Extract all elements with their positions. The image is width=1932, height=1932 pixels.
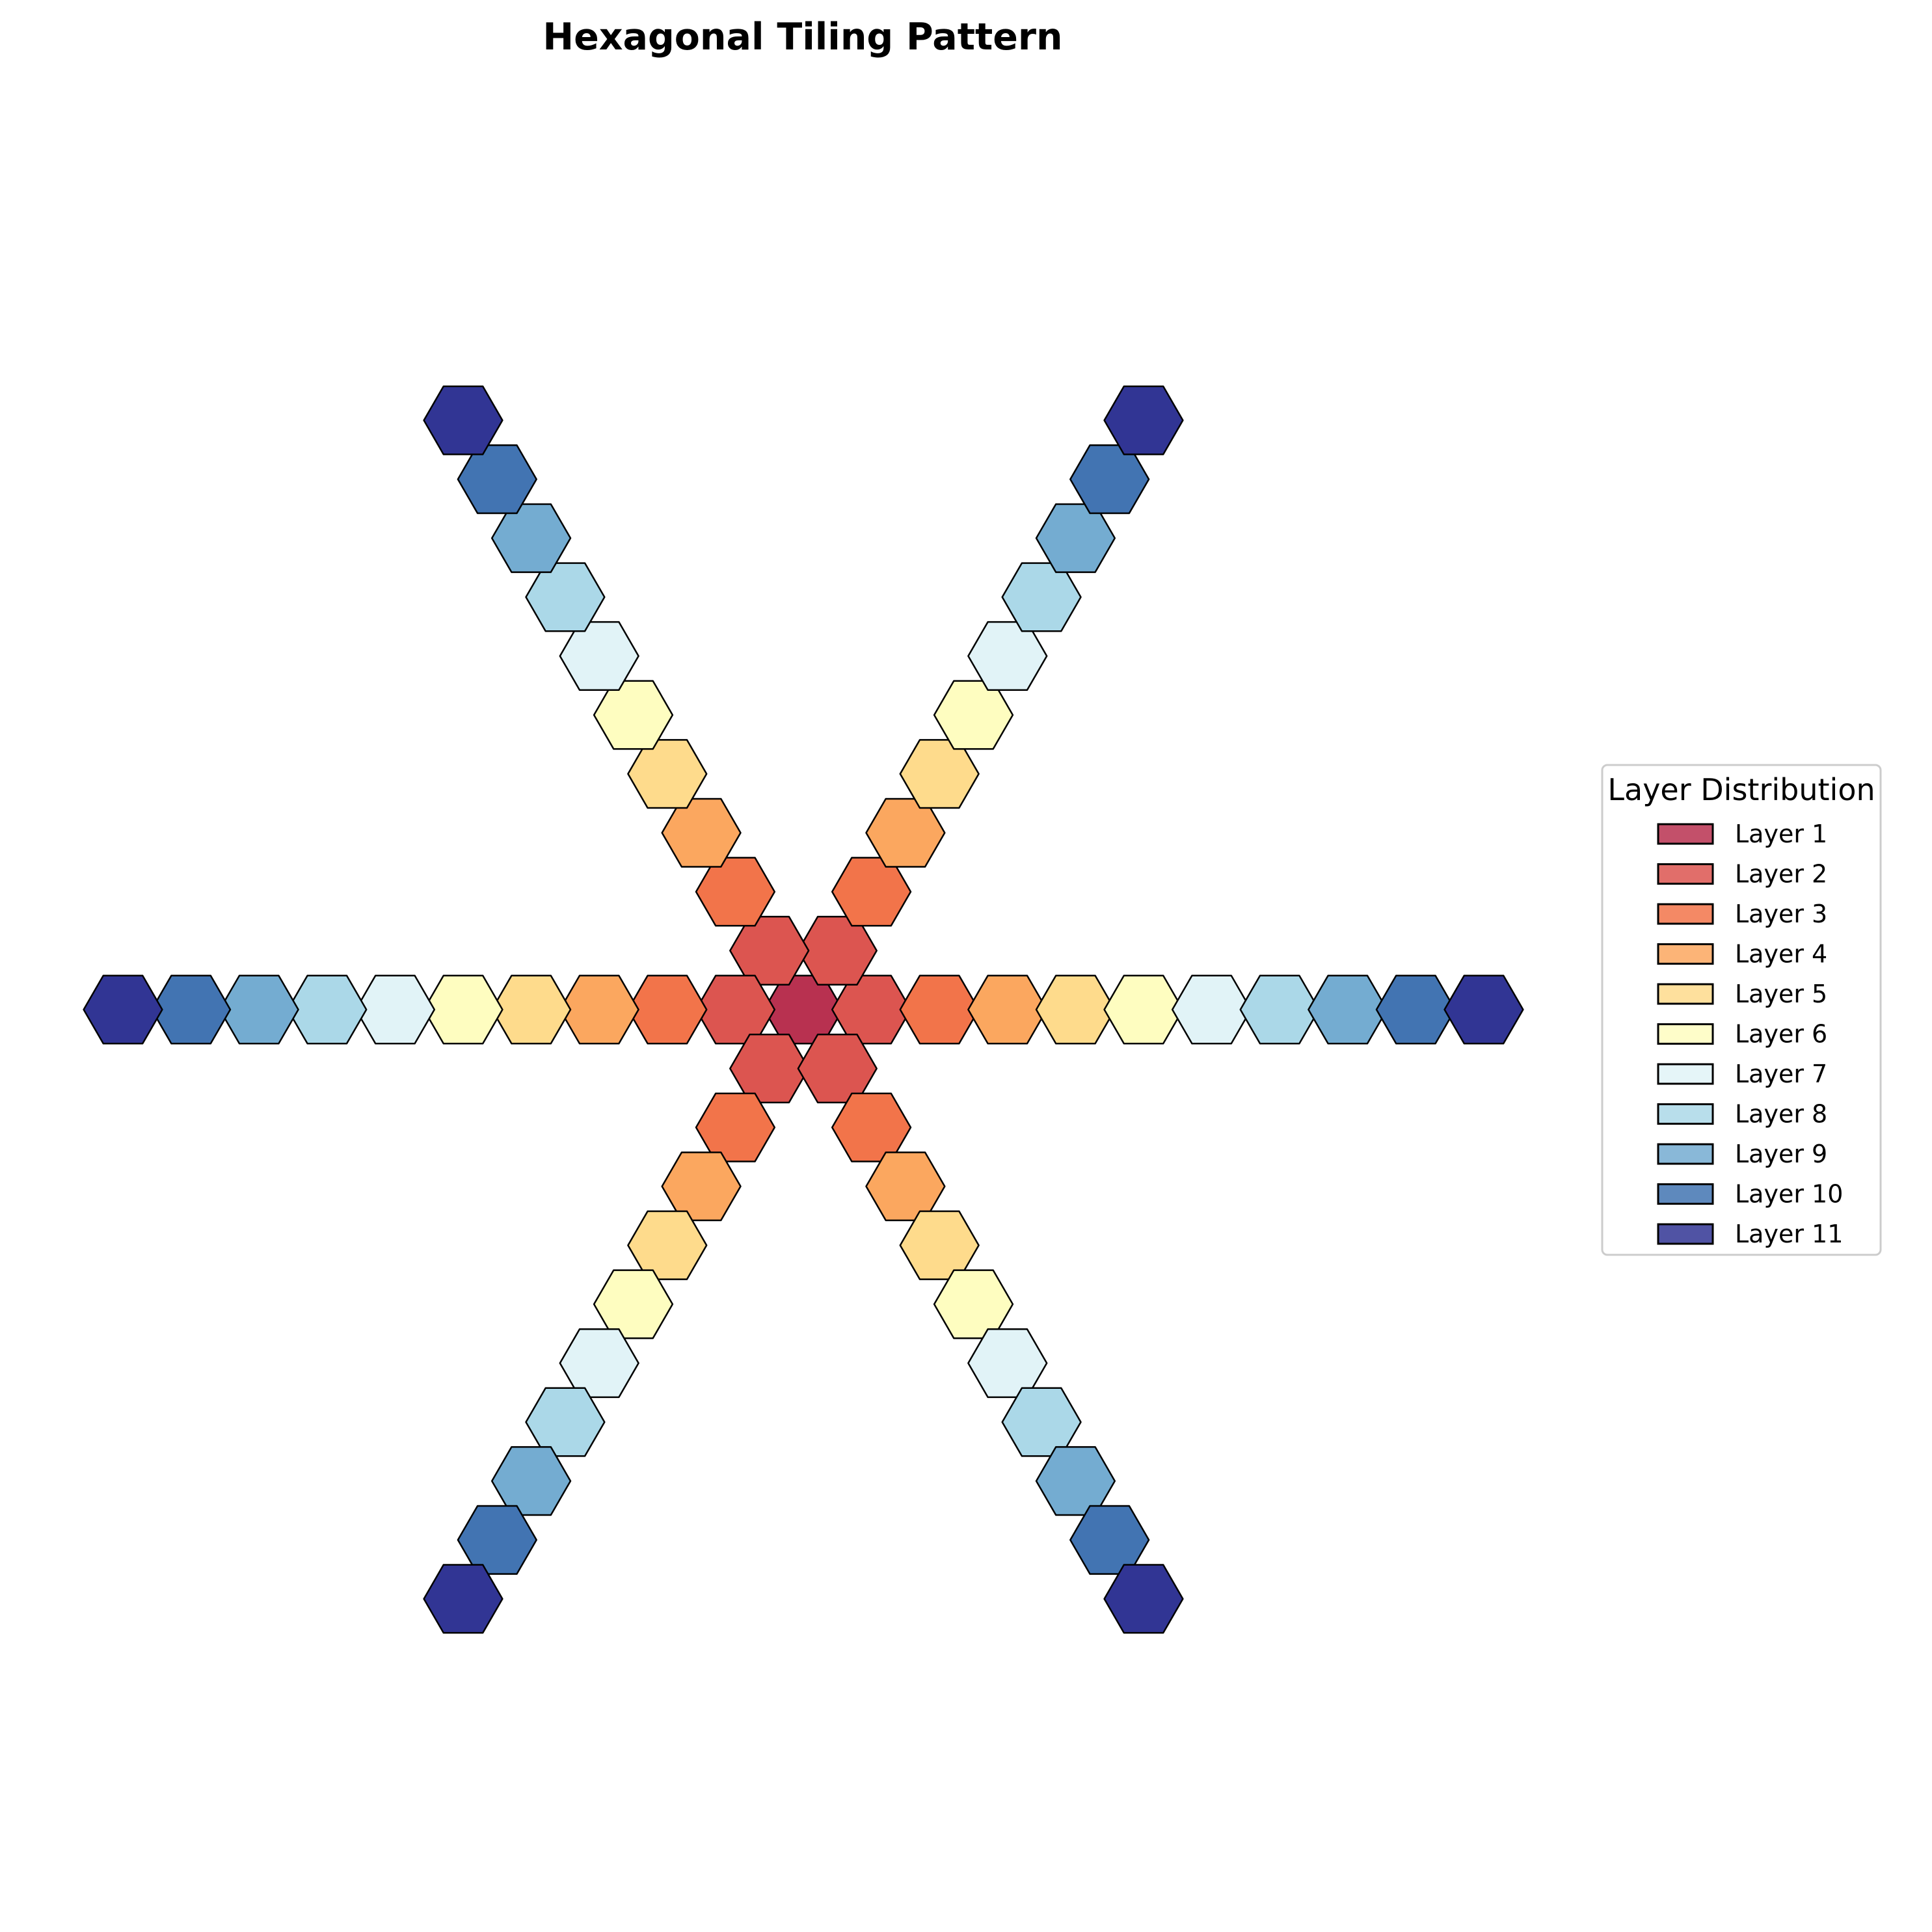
legend-frame	[1601, 764, 1882, 1256]
hexagon-left-layer-11	[83, 974, 163, 1045]
hexagon-lower-left-layer-5	[627, 1210, 708, 1280]
legend-entries: Layer 1 Layer 2 Layer 3 Layer 4 Layer 5 Layer…	[1657, 820, 1843, 1248]
legend-swatch	[1657, 1223, 1714, 1245]
legend-label: Layer 7	[1735, 1060, 1827, 1088]
hexagon-right-layer-3	[899, 974, 980, 1045]
hexagon-upper-left-layer-10	[457, 444, 537, 515]
hexagon-right-layer-5	[1035, 974, 1116, 1045]
hexagon-upper-right-layer-11	[1103, 385, 1184, 455]
legend-swatch	[1657, 863, 1714, 885]
legend-swatch	[1657, 1103, 1714, 1125]
legend-label: Layer 11	[1735, 1220, 1843, 1248]
hexagon-right-layer-6	[1103, 974, 1184, 1045]
hexagon-lower-left-layer-7	[559, 1328, 639, 1399]
hexagon-lower-left-layer-3	[695, 1092, 776, 1162]
hexagon-right-layer-8	[1239, 974, 1320, 1045]
hexagon-upper-left-layer-8	[525, 562, 606, 632]
hexagon-right-layer-10	[1375, 974, 1456, 1045]
hexagon-upper-left-layer-11	[423, 385, 503, 455]
hexagon-pattern	[83, 385, 1524, 1634]
hexagon-upper-left-layer-3	[695, 857, 776, 927]
hexagon-lower-right-layer-11	[1103, 1564, 1184, 1634]
legend-label: Layer 9	[1735, 1140, 1827, 1168]
hexagon-lower-left-layer-2	[729, 1034, 810, 1104]
legend-swatch	[1657, 983, 1714, 1005]
hexagon-lower-left-layer-11	[423, 1564, 503, 1634]
hexagon-lower-left-layer-4	[661, 1151, 742, 1222]
hexagon-lower-left-layer-10	[457, 1505, 537, 1575]
legend-label: Layer 2	[1735, 860, 1827, 889]
legend-title: Layer Distribution	[1607, 772, 1875, 807]
legend-swatch	[1657, 903, 1714, 925]
legend-label: Layer 3	[1735, 900, 1827, 928]
hexagon-upper-left-layer-6	[593, 680, 674, 750]
hexagon-right-layer-4	[967, 974, 1048, 1045]
hexagon-upper-left-layer-7	[559, 621, 639, 691]
hexagon-right-layer-2	[831, 974, 912, 1045]
legend-label: Layer 6	[1735, 1020, 1827, 1049]
legend-label: Layer 8	[1735, 1100, 1827, 1129]
legend-label: Layer 10	[1735, 1180, 1843, 1209]
hexagon-upper-left-layer-2	[729, 915, 810, 986]
legend-swatch	[1657, 823, 1714, 845]
legend-label: Layer 5	[1735, 980, 1827, 1008]
hexagon-lower-left-layer-9	[490, 1446, 572, 1516]
chart-title: Hexagonal Tiling Pattern	[543, 16, 1062, 59]
hexagon-lower-left-layer-6	[593, 1269, 674, 1339]
hexagon-upper-left-layer-5	[627, 739, 708, 809]
legend-swatch	[1657, 1023, 1714, 1045]
hexagon-lower-left-layer-8	[525, 1387, 606, 1457]
legend-swatch	[1657, 943, 1714, 965]
legend-label: Layer 1	[1735, 820, 1827, 848]
hexagon-right-layer-9	[1308, 974, 1388, 1045]
hexagon-upper-left-layer-9	[490, 503, 572, 573]
legend-swatch	[1657, 1183, 1714, 1205]
legend-label: Layer 4	[1735, 940, 1827, 969]
hexagon-right-layer-11	[1443, 974, 1524, 1045]
hexagon-right-layer-7	[1171, 974, 1252, 1045]
legend-swatch	[1657, 1063, 1714, 1085]
legend: Layer Distribution Layer 1 Layer 2 Layer 3…	[1601, 764, 1882, 1256]
legend-swatch	[1657, 1143, 1714, 1165]
hexagon-upper-left-layer-4	[661, 798, 742, 868]
